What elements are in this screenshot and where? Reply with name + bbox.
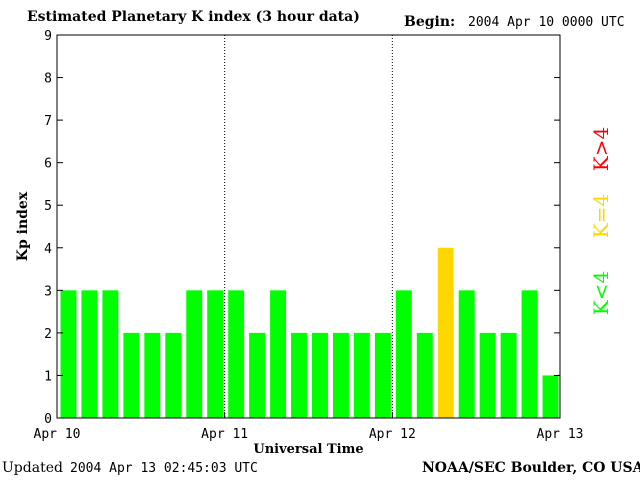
kp-bar (144, 332, 161, 418)
y-tick-label: 3 (44, 284, 52, 299)
source-credit: NOAA/SEC Boulder, CO USA (422, 460, 640, 476)
legend-k-greater-4: K>4 (589, 126, 613, 172)
y-tick-label: 8 (44, 72, 52, 87)
y-tick-label: 2 (44, 327, 52, 342)
kp-bar (60, 290, 77, 418)
kp-bar (437, 247, 454, 418)
updated-value: 2004 Apr 13 02:45:03 UTC (70, 461, 258, 476)
kp-bar (186, 290, 203, 418)
begin-value: 2004 Apr 10 0000 UTC (468, 15, 625, 30)
kp-bar (165, 332, 182, 418)
legend-k-equal-4: K=4 (589, 193, 613, 239)
kp-bar (395, 290, 412, 418)
y-tick-label: 9 (44, 29, 52, 44)
x-tick-label: Apr 13 (537, 427, 584, 442)
y-tick-label: 4 (44, 242, 52, 257)
y-axis-label: Kp index (15, 191, 31, 261)
kp-bar (291, 332, 307, 418)
kp-bar (542, 375, 559, 418)
kp-bar (353, 332, 370, 418)
kp-bar (312, 332, 328, 418)
kp-bar (207, 290, 224, 418)
kp-bar (500, 332, 517, 418)
kp-bar (102, 290, 119, 418)
kp-bar (81, 290, 98, 418)
kp-bar (416, 332, 433, 418)
y-tick-label: 7 (44, 114, 52, 129)
kp-bar (332, 332, 349, 418)
updated-label: Updated (2, 460, 63, 476)
kp-bar (249, 332, 266, 418)
kp-bar (123, 332, 140, 418)
y-tick-label: 6 (44, 157, 52, 172)
kp-bar (521, 290, 538, 418)
y-tick-label: 0 (44, 412, 52, 427)
begin-label: Begin: (404, 14, 456, 30)
x-tick-label: Apr 10 (34, 427, 81, 442)
x-tick-label: Apr 12 (369, 427, 416, 442)
kp-bar (458, 290, 475, 418)
kp-bar (374, 332, 391, 418)
kp-bar (270, 290, 287, 418)
kp-bar (228, 290, 245, 418)
chart-title: Estimated Planetary K index (3 hour data… (27, 9, 360, 25)
plot-frame (56, 34, 561, 419)
x-axis-label: Universal Time (253, 442, 363, 457)
legend-k-less-4: K<4 (589, 270, 613, 316)
y-tick-label: 1 (44, 369, 52, 384)
x-tick-label: Apr 11 (201, 427, 248, 442)
kp-bar (479, 332, 496, 418)
y-tick-label: 5 (44, 199, 52, 214)
